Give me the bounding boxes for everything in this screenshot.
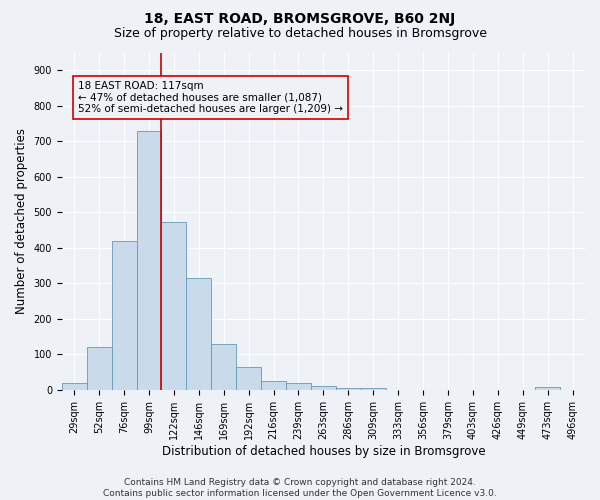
Bar — [361, 388, 386, 390]
Text: Size of property relative to detached houses in Bromsgrove: Size of property relative to detached ho… — [113, 28, 487, 40]
Bar — [62, 384, 86, 390]
Bar — [86, 346, 112, 390]
Bar — [236, 367, 261, 390]
Text: 18 EAST ROAD: 117sqm
← 47% of detached houses are smaller (1,087)
52% of semi-de: 18 EAST ROAD: 117sqm ← 47% of detached h… — [78, 81, 343, 114]
Bar — [211, 344, 236, 390]
Bar — [336, 388, 361, 390]
Bar — [261, 381, 286, 390]
Text: 18, EAST ROAD, BROMSGROVE, B60 2NJ: 18, EAST ROAD, BROMSGROVE, B60 2NJ — [145, 12, 455, 26]
Bar — [187, 278, 211, 390]
Bar — [161, 222, 187, 390]
Bar — [286, 382, 311, 390]
Bar — [112, 242, 137, 390]
Text: Contains HM Land Registry data © Crown copyright and database right 2024.
Contai: Contains HM Land Registry data © Crown c… — [103, 478, 497, 498]
Bar — [311, 386, 336, 390]
Bar — [137, 130, 161, 390]
X-axis label: Distribution of detached houses by size in Bromsgrove: Distribution of detached houses by size … — [161, 444, 485, 458]
Bar — [535, 387, 560, 390]
Y-axis label: Number of detached properties: Number of detached properties — [15, 128, 28, 314]
